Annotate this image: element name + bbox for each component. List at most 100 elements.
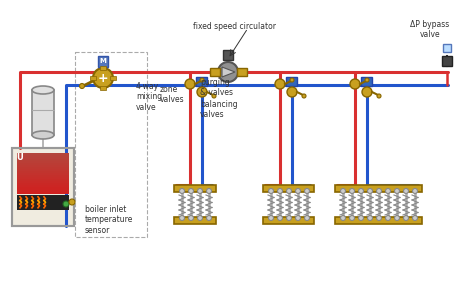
- Circle shape: [394, 216, 400, 221]
- Circle shape: [277, 188, 283, 194]
- Text: ΔP bypass
valve: ΔP bypass valve: [410, 20, 450, 39]
- Text: boiler inlet
temperature
sensor: boiler inlet temperature sensor: [85, 205, 133, 235]
- Circle shape: [286, 216, 292, 221]
- Bar: [17, 173, 69, 176]
- Bar: [223, 50, 233, 60]
- Circle shape: [376, 188, 382, 194]
- Bar: [17, 167, 69, 170]
- Bar: [286, 77, 297, 86]
- Bar: [17, 157, 69, 160]
- Circle shape: [80, 84, 84, 88]
- Circle shape: [286, 188, 292, 194]
- Circle shape: [197, 87, 207, 97]
- Bar: [442, 56, 452, 66]
- Bar: [75, 52, 147, 237]
- Circle shape: [376, 216, 382, 221]
- Text: balancing
valves: balancing valves: [200, 100, 237, 119]
- Bar: [196, 77, 207, 86]
- Circle shape: [412, 188, 418, 194]
- Circle shape: [212, 94, 216, 98]
- Text: 4-way
mixing
valve: 4-way mixing valve: [136, 82, 162, 112]
- Circle shape: [358, 188, 364, 194]
- Circle shape: [367, 216, 373, 221]
- Circle shape: [362, 87, 372, 97]
- Bar: [17, 179, 69, 182]
- Circle shape: [180, 216, 184, 221]
- Circle shape: [295, 216, 301, 221]
- Circle shape: [207, 188, 211, 194]
- Bar: [17, 163, 69, 166]
- Bar: [263, 217, 314, 224]
- Circle shape: [302, 94, 306, 98]
- Circle shape: [403, 216, 409, 221]
- Bar: [17, 175, 69, 178]
- Bar: [98, 56, 108, 67]
- Text: M: M: [100, 58, 107, 64]
- Bar: [17, 186, 69, 188]
- Circle shape: [350, 79, 360, 89]
- Text: +: +: [98, 73, 109, 86]
- Text: U: U: [16, 153, 23, 162]
- Circle shape: [385, 216, 391, 221]
- Bar: [12, 148, 74, 226]
- Circle shape: [63, 201, 69, 207]
- Bar: [17, 155, 69, 158]
- Text: purging
& valves: purging & valves: [200, 78, 233, 97]
- Circle shape: [412, 216, 418, 221]
- Ellipse shape: [32, 86, 54, 94]
- Circle shape: [268, 216, 273, 221]
- Bar: [17, 184, 69, 186]
- Circle shape: [304, 216, 310, 221]
- Circle shape: [295, 188, 301, 194]
- Circle shape: [198, 216, 202, 221]
- Circle shape: [385, 188, 391, 194]
- Circle shape: [200, 78, 204, 82]
- Circle shape: [349, 188, 355, 194]
- Bar: [100, 86, 106, 90]
- Circle shape: [365, 78, 369, 82]
- Bar: [12, 148, 74, 226]
- Bar: [335, 217, 422, 224]
- Circle shape: [349, 216, 355, 221]
- Bar: [17, 153, 69, 155]
- Circle shape: [287, 87, 297, 97]
- Bar: [110, 76, 116, 80]
- Bar: [263, 185, 314, 192]
- Circle shape: [189, 216, 193, 221]
- Circle shape: [93, 68, 113, 88]
- Bar: [17, 159, 69, 162]
- Bar: [443, 44, 451, 52]
- Bar: [17, 169, 69, 172]
- Bar: [17, 195, 69, 210]
- Bar: [17, 190, 69, 192]
- Circle shape: [185, 79, 195, 89]
- Ellipse shape: [32, 131, 54, 139]
- Bar: [210, 68, 220, 76]
- Circle shape: [189, 188, 193, 194]
- Bar: [90, 76, 96, 80]
- Bar: [32, 90, 54, 135]
- Text: fixed speed circulator: fixed speed circulator: [193, 22, 276, 31]
- Circle shape: [377, 94, 381, 98]
- Circle shape: [340, 216, 346, 221]
- Circle shape: [198, 188, 202, 194]
- Circle shape: [180, 188, 184, 194]
- Circle shape: [358, 216, 364, 221]
- Circle shape: [277, 216, 283, 221]
- Circle shape: [367, 188, 373, 194]
- Circle shape: [275, 79, 285, 89]
- Bar: [17, 181, 69, 184]
- Bar: [17, 192, 69, 194]
- Polygon shape: [222, 67, 235, 77]
- Bar: [361, 77, 372, 86]
- Bar: [335, 185, 422, 192]
- Bar: [100, 66, 106, 70]
- Bar: [17, 188, 69, 190]
- Bar: [17, 177, 69, 180]
- Circle shape: [340, 188, 346, 194]
- Circle shape: [207, 216, 211, 221]
- Bar: [17, 165, 69, 168]
- Bar: [237, 68, 247, 76]
- Text: zone
valves: zone valves: [160, 85, 185, 104]
- Bar: [17, 161, 69, 164]
